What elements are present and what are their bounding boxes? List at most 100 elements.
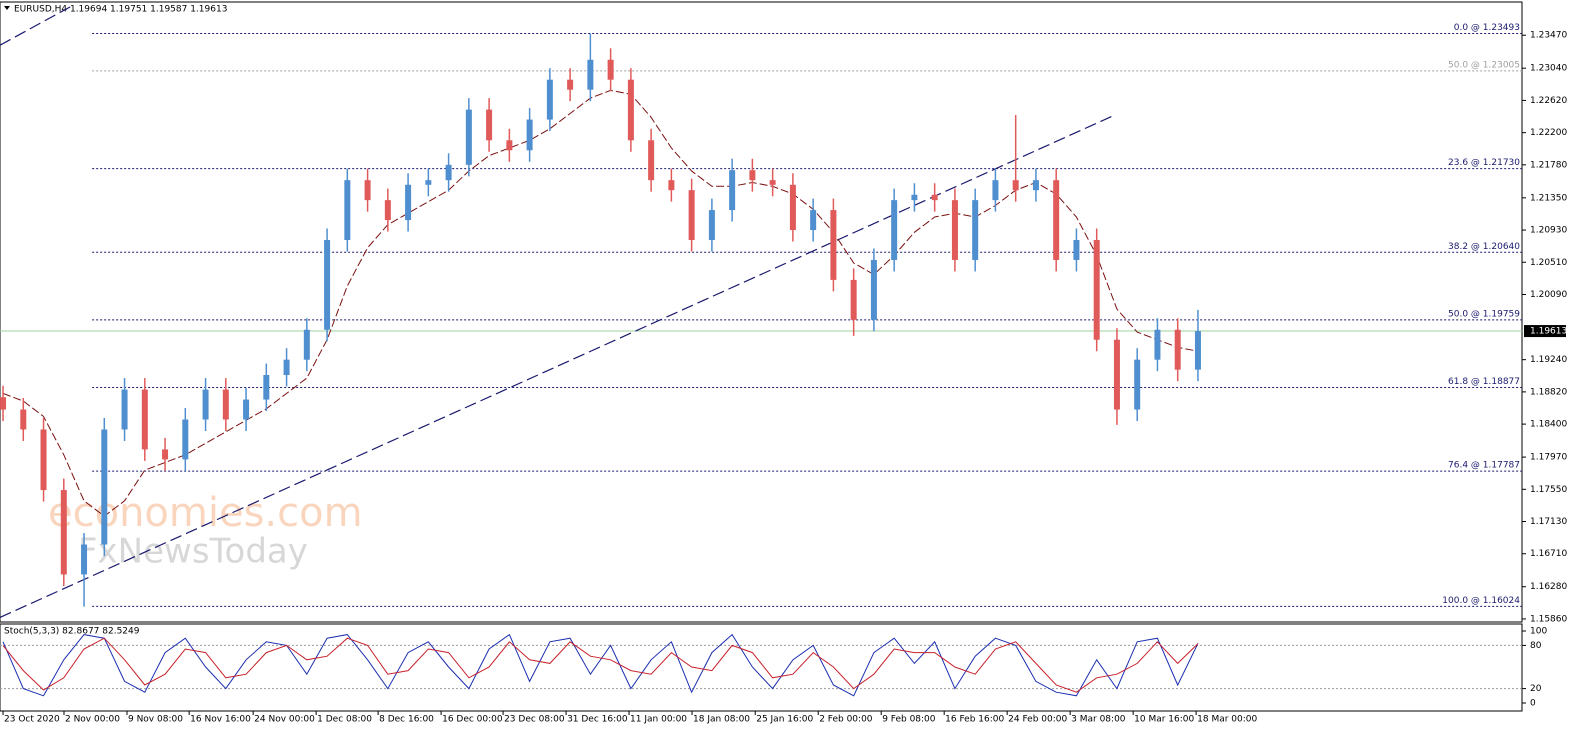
candle-body — [769, 180, 776, 185]
y-tick-label: 1.20510 — [1530, 258, 1567, 268]
y-tick-label: 1.15860 — [1530, 614, 1567, 624]
candle-body — [810, 210, 817, 231]
candle-body — [324, 240, 331, 330]
candle-body — [992, 180, 999, 201]
candle-body — [202, 389, 209, 420]
candle-body — [648, 140, 655, 181]
watermark: economies.com — [48, 490, 363, 536]
x-tick-label: 16 Nov 16:00 — [190, 715, 251, 725]
trendline — [0, 4, 74, 46]
fib-label: 100.0 @ 1.16024 — [1442, 596, 1520, 606]
candle-body — [911, 194, 918, 201]
y-tick-label: 1.16280 — [1530, 582, 1567, 592]
candle-body — [627, 79, 634, 141]
y-tick-label: 1.17970 — [1530, 453, 1567, 463]
stoch-title: Stoch(5,3,3) 82.8677 82.5249 — [4, 627, 140, 637]
candle-body — [891, 200, 898, 260]
fib-label: 76.4 @ 1.17787 — [1448, 461, 1520, 471]
candle-body — [1154, 329, 1161, 360]
candle-body — [1174, 329, 1181, 370]
x-tick-label: 9 Nov 08:00 — [128, 715, 183, 725]
candle-body — [344, 180, 351, 241]
candle-body — [1113, 339, 1120, 410]
watermark: FxNewsToday — [78, 532, 308, 572]
y-tick-label: 1.18400 — [1530, 420, 1567, 430]
candle-body — [1012, 180, 1019, 191]
y-tick-label: 1.23040 — [1530, 64, 1567, 74]
candle-body — [931, 194, 938, 201]
x-tick-label: 23 Dec 08:00 — [504, 715, 565, 725]
candle-body — [303, 329, 310, 360]
candle-body — [1073, 240, 1080, 260]
x-tick-label: 16 Dec 00:00 — [442, 715, 503, 725]
price-box — [1524, 325, 1566, 338]
candle-body — [607, 59, 614, 80]
candle-body — [830, 210, 837, 280]
fib-label: 50.0 @ 1.23005 — [1448, 60, 1520, 70]
y-tick-label: 1.18820 — [1530, 387, 1567, 397]
candle-body — [587, 59, 594, 90]
y-tick-label: 1.21780 — [1530, 160, 1567, 170]
y-tick-label: 1.17130 — [1530, 517, 1567, 527]
fib-label: 0.0 @ 1.23493 — [1454, 23, 1520, 33]
x-tick-label: 1 Dec 08:00 — [317, 715, 372, 725]
stoch-line — [2, 633, 1199, 697]
x-tick-label: 3 Mar 08:00 — [1071, 715, 1126, 725]
candle-body — [749, 170, 756, 181]
candle-body — [81, 544, 88, 575]
price-label: 1.19613 — [1530, 327, 1567, 337]
candle-body — [0, 397, 7, 410]
candle-body — [283, 359, 290, 376]
candle-body — [1053, 180, 1060, 260]
candle-body — [101, 429, 108, 545]
y-tick-label: 1.22200 — [1530, 128, 1567, 138]
candle-body — [182, 419, 189, 460]
candle-body — [243, 399, 250, 420]
fib-label: 23.6 @ 1.21730 — [1448, 158, 1520, 168]
x-tick-label: 16 Feb 16:00 — [945, 715, 1004, 725]
candle-body — [121, 389, 128, 430]
candle-body — [567, 79, 574, 90]
x-tick-label: 10 Mar 16:00 — [1134, 715, 1194, 725]
y-tick-label: 1.22620 — [1530, 96, 1567, 106]
x-tick-label: 18 Jan 08:00 — [693, 715, 750, 725]
candle-body — [850, 279, 857, 320]
y-tick-label: 1.16710 — [1530, 549, 1567, 559]
y-tick-label: 100 — [1530, 627, 1547, 637]
fib-label: 61.8 @ 1.18877 — [1448, 377, 1520, 387]
x-tick-label: 11 Jan 00:00 — [630, 715, 687, 725]
candle-body — [506, 140, 513, 151]
moving-average — [2, 89, 1199, 517]
candle-body — [526, 119, 533, 151]
x-tick-label: 23 Oct 2020 — [4, 715, 60, 725]
x-tick-label: 24 Nov 00:00 — [254, 715, 315, 725]
y-tick-label: 0 — [1530, 699, 1536, 709]
chart-title: EURUSD,H4 1.19694 1.19751 1.19587 1.1961… — [14, 5, 227, 15]
candle-body — [1032, 180, 1039, 191]
menu-arrow[interactable] — [4, 6, 10, 10]
candle-body — [486, 109, 493, 141]
y-tick-label: 1.23470 — [1530, 31, 1567, 41]
candle-body — [162, 449, 169, 460]
y-tick-label: 20 — [1530, 684, 1542, 694]
candle-body — [951, 200, 958, 260]
y-tick-label: 1.20930 — [1530, 226, 1567, 236]
x-tick-label: 8 Dec 16:00 — [379, 715, 434, 725]
x-tick-label: 24 Feb 00:00 — [1008, 715, 1067, 725]
stoch-pane — [0, 623, 1523, 712]
candle-body — [425, 180, 432, 185]
candle-body — [688, 190, 695, 241]
candle-body — [668, 180, 675, 191]
x-tick-label: 2 Nov 00:00 — [65, 715, 120, 725]
candle-body — [465, 109, 472, 165]
candle-body — [405, 184, 412, 221]
x-tick-label: 9 Feb 08:00 — [882, 715, 936, 725]
y-tick-label: 1.21350 — [1530, 193, 1567, 203]
candle-body — [20, 409, 27, 430]
candle-body — [1134, 359, 1141, 410]
x-tick-label: 2 Feb 00:00 — [819, 715, 873, 725]
candle-body — [546, 79, 553, 120]
y-tick-label: 80 — [1530, 641, 1542, 651]
x-tick-label: 25 Jan 16:00 — [756, 715, 813, 725]
candle-body — [40, 429, 47, 491]
